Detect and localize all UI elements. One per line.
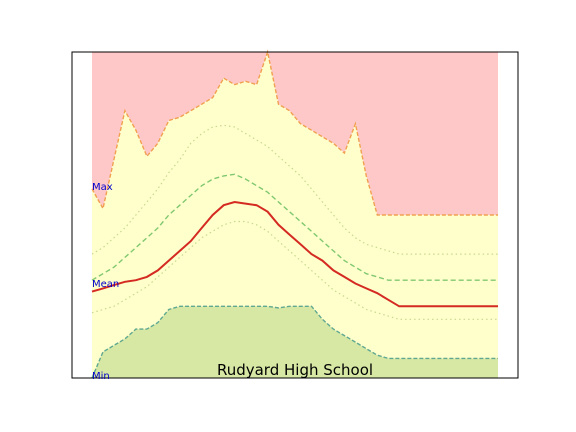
mean-plus-std-line [91, 173, 498, 281]
max-min-band [92, 52, 498, 378]
max-line [91, 49, 498, 216]
chart-title: Rudyard High School [217, 361, 373, 379]
plot-area [91, 49, 498, 379]
mean-minus-std-line [91, 220, 498, 320]
min-line [91, 305, 498, 379]
plot-frame [71, 51, 519, 379]
below-min-area [92, 306, 498, 378]
mean-label: Mean [92, 279, 119, 290]
above-max-area [92, 52, 498, 215]
min-label: Min [92, 371, 110, 382]
mean-line [91, 200, 498, 308]
max-label: Max [92, 182, 113, 193]
